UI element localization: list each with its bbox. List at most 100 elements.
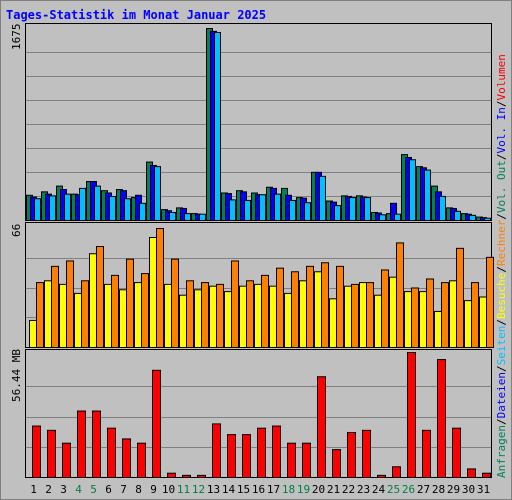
bar-rechner-day-28 [441, 282, 449, 348]
bar-rechner-day-7 [126, 258, 134, 349]
bar-seiten-day-4 [79, 187, 86, 222]
x-label-day-10: 10 [162, 483, 175, 496]
bar-rechner-day-30 [471, 282, 479, 348]
bar-rechner-day-18 [291, 271, 299, 349]
x-label-day-28: 28 [432, 483, 445, 496]
bar-besuche-day-10 [164, 283, 172, 349]
bar-seiten-day-26 [409, 159, 416, 221]
bar-besuche-day-15 [239, 285, 247, 348]
bar-volumen-day-31 [482, 472, 491, 478]
x-label-day-6: 6 [105, 483, 112, 496]
bar-seiten-day-3 [64, 193, 71, 221]
bar-seiten-day-16 [259, 194, 266, 221]
bar-seiten-day-1 [34, 198, 41, 222]
bar-besuche-day-2 [44, 280, 52, 348]
x-label-day-30: 30 [462, 483, 475, 496]
bar-besuche-day-21 [329, 298, 337, 348]
bar-volumen-day-19 [302, 442, 311, 479]
bar-rechner-day-24 [381, 269, 389, 348]
x-label-day-8: 8 [135, 483, 142, 496]
bar-seiten-day-25 [394, 213, 401, 222]
bar-volumen-day-30 [467, 468, 476, 479]
bar-seiten-day-6 [109, 195, 116, 222]
bar-volumen-day-21 [332, 449, 341, 479]
x-label-day-12: 12 [192, 483, 205, 496]
legend-entry-1: / [495, 418, 508, 425]
legend-entry-4: Seiten [495, 326, 508, 366]
bar-seiten-day-31 [484, 217, 491, 221]
x-label-day-19: 19 [297, 483, 310, 496]
bar-rechner-day-6 [111, 274, 119, 348]
bar-seiten-day-18 [289, 199, 296, 221]
bar-seiten-day-29 [454, 210, 461, 221]
x-label-day-21: 21 [327, 483, 340, 496]
bar-rechner-day-17 [276, 267, 284, 348]
bar-rechner-day-26 [411, 287, 419, 348]
x-label-day-22: 22 [342, 483, 355, 496]
bar-besuche-day-25 [389, 276, 397, 349]
legend-entry-7: / [495, 266, 508, 273]
bar-rechner-day-3 [66, 260, 74, 349]
legend-entry-9: / [495, 213, 508, 220]
top-panel-max-label: 1675 [10, 24, 23, 51]
x-label-day-3: 3 [60, 483, 67, 496]
bar-rechner-day-19 [306, 265, 314, 349]
bar-seiten-day-23 [364, 197, 371, 222]
bar-seiten-day-22 [349, 197, 356, 222]
bar-rechner-day-16 [261, 274, 269, 348]
chart-title: Tages-Statistik im Monat Januar 2025 [6, 8, 266, 22]
bar-rechner-day-25 [396, 242, 404, 348]
x-label-day-2: 2 [45, 483, 52, 496]
legend-entry-10: Vol. Out [495, 160, 508, 213]
bar-seiten-day-9 [154, 166, 161, 221]
bar-volumen-day-25 [392, 466, 401, 478]
bar-volumen-day-1 [32, 425, 41, 478]
bar-rechner-day-5 [96, 246, 104, 348]
bar-besuche-day-20 [314, 271, 322, 349]
bar-seiten-day-5 [94, 185, 101, 221]
bar-volumen-day-4 [77, 410, 86, 478]
x-label-day-15: 15 [237, 483, 250, 496]
bar-besuche-day-9 [149, 237, 157, 348]
bar-volumen-day-28 [437, 359, 446, 478]
bar-volumen-day-7 [122, 438, 131, 478]
bar-seiten-day-12 [199, 213, 206, 222]
bar-volumen-day-27 [422, 429, 431, 478]
bar-seiten-day-24 [379, 214, 386, 222]
x-label-day-23: 23 [357, 483, 370, 496]
bar-besuche-day-18 [284, 292, 292, 348]
bar-rechner-day-23 [366, 282, 374, 348]
bar-rechner-day-29 [456, 247, 464, 348]
bar-besuche-day-27 [419, 291, 427, 348]
bar-rechner-day-22 [351, 283, 359, 349]
legend-entry-6: Besuche [495, 273, 508, 319]
bar-besuche-day-1 [29, 319, 37, 349]
x-label-day-31: 31 [477, 483, 490, 496]
x-label-day-4: 4 [75, 483, 82, 496]
bar-rechner-day-14 [231, 260, 239, 349]
bar-seiten-day-11 [184, 213, 191, 222]
bar-besuche-day-13 [209, 285, 217, 348]
bar-besuche-day-26 [404, 291, 412, 348]
bar-seiten-day-20 [319, 175, 326, 221]
bar-seiten-day-27 [424, 169, 431, 221]
bar-seiten-day-13 [214, 32, 221, 221]
legend-entry-2: Dateien [495, 372, 508, 418]
bar-rechner-day-2 [51, 265, 59, 349]
bar-seiten-day-28 [439, 195, 446, 222]
bar-rechner-day-8 [141, 273, 149, 348]
bar-volumen-day-14 [227, 434, 236, 479]
right-series-legend: Anfragen/Dateien/Seiten/Besuche/Rechner/… [495, 54, 508, 478]
x-label-day-7: 7 [120, 483, 127, 496]
bar-rechner-day-4 [81, 280, 89, 348]
bar-volumen-day-17 [272, 425, 281, 478]
x-label-day-29: 29 [447, 483, 460, 496]
bar-volumen-day-5 [92, 410, 101, 478]
bar-besuche-day-6 [104, 283, 112, 349]
bar-rechner-day-11 [186, 280, 194, 348]
bar-besuche-day-24 [374, 294, 382, 349]
bar-rechner-day-20 [321, 262, 329, 348]
bar-seiten-day-21 [334, 205, 341, 222]
legend-entry-8: Rechner [495, 219, 508, 266]
x-label-day-13: 13 [207, 483, 220, 496]
